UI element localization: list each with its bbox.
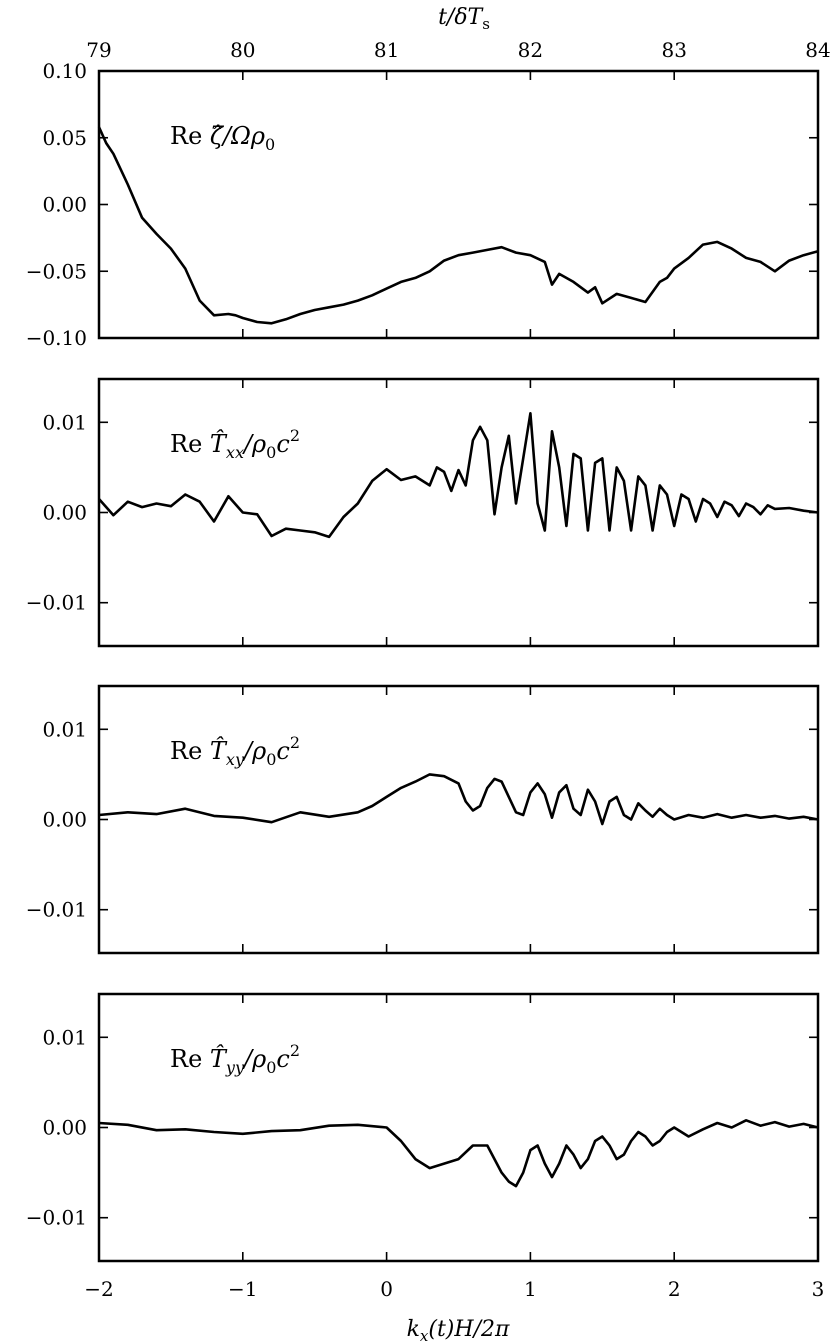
label-rest: /Ωρ (221, 122, 265, 150)
label-subscript: yy (225, 1058, 245, 1077)
label-symbol: ζ̂ (210, 122, 225, 150)
label-rest-subscript: 0 (266, 443, 276, 462)
top-axis-label: t/δTs (438, 5, 490, 33)
x-tick-label: −1 (228, 1277, 257, 1301)
label-superscript: 2 (290, 733, 300, 752)
top-tick-label: 82 (518, 38, 543, 62)
panel-vorticity: 0.10 0.05 0.00 −0.05 −0.10 79 80 81 82 83 84 Re ζ̂/… (26, 38, 830, 350)
plot-frame (97, 69, 820, 340)
label-superscript: 2 (290, 426, 300, 445)
label-prefix: Re (170, 122, 210, 150)
y-tick-label: −0.01 (26, 898, 87, 922)
label-prefix: Re (170, 737, 210, 765)
panel-txx: 0.01 0.00 −0.01 Re T̂xx/ρ0c2 (26, 377, 820, 648)
series-line (98, 1119, 819, 1188)
y-tick-label: 0.00 (42, 808, 87, 832)
label-rest-subscript: 0 (266, 1058, 276, 1077)
bottom-axis-label: kx(t)H/2π (407, 1317, 510, 1342)
y-tick-label: 0.05 (42, 126, 87, 150)
label-prefix: Re (170, 1045, 210, 1073)
x-tick-label: 0 (380, 1277, 393, 1301)
panel-label: Re T̂xy/ρ0c2 (170, 733, 300, 769)
y-tick-label: 0.00 (42, 501, 87, 525)
panel-label: Re T̂xx/ρ0c2 (170, 426, 300, 462)
y-tick-label: 0.01 (42, 717, 87, 741)
series-line (98, 411, 819, 539)
series-line (97, 126, 819, 325)
panel-txy: 0.01 0.00 −0.01 Re T̂xy/ρ0c2 (26, 684, 820, 955)
y-tick-label: 0.00 (42, 193, 87, 217)
label-symbol: T̂ (210, 737, 228, 765)
panel-label: Re T̂yy/ρ0c2 (170, 1041, 300, 1077)
y-tick-label: −0.05 (26, 259, 87, 283)
panel-tyy: 0.010.00−0.01−2 −1 0 1 2 3Re T̂yy/ρ0c2 (26, 992, 825, 1301)
label-rest-subscript: 0 (265, 135, 275, 154)
panel-label: Re ζ̂/Ωρ0 (170, 122, 275, 154)
label-c: c (276, 430, 289, 458)
label-symbol: T̂ (210, 430, 228, 458)
label-rest-subscript: 0 (266, 750, 276, 769)
y-tick-label: 0.00 (42, 1116, 87, 1140)
label-superscript: 2 (290, 1041, 300, 1060)
x-tick-label: 3 (812, 1277, 825, 1301)
top-tick-label: 83 (661, 38, 686, 62)
series-line (98, 773, 819, 826)
y-tick-label: 0.01 (42, 410, 87, 434)
label-c: c (276, 1045, 289, 1073)
x-tick-label: 1 (524, 1277, 537, 1301)
label-rest: /ρ (242, 430, 266, 458)
label-symbol: T̂ (210, 1045, 228, 1073)
label-prefix: Re (170, 430, 210, 458)
y-tick-label: 0.10 (42, 59, 87, 83)
y-tick-label: −0.10 (26, 326, 87, 350)
top-tick-label: 81 (374, 38, 399, 62)
label-subscript: xx (226, 443, 244, 462)
label-c: c (276, 737, 289, 765)
y-tick-label: 0.01 (42, 1025, 87, 1049)
top-tick-label: 79 (86, 38, 111, 62)
y-tick-label: −0.01 (26, 591, 87, 615)
x-tick-label: 2 (668, 1277, 681, 1301)
label-subscript: xy (226, 750, 245, 769)
top-tick-label: 80 (230, 38, 255, 62)
label-rest: /ρ (242, 1045, 266, 1073)
plot-frame (97, 684, 820, 955)
top-tick-label: 84 (805, 38, 830, 62)
x-tick-label: −2 (84, 1277, 113, 1301)
label-rest: /ρ (242, 737, 266, 765)
y-tick-label: −0.01 (26, 1206, 87, 1230)
